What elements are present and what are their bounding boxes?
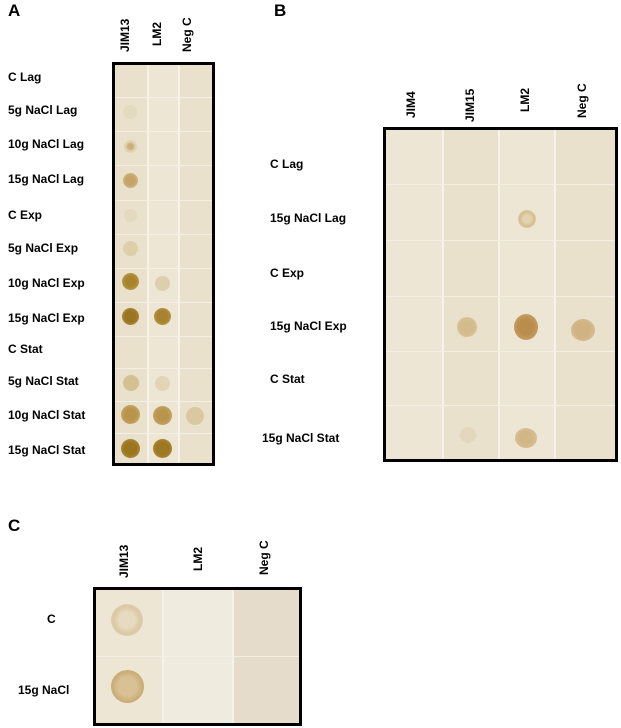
panel-a-row-label: 5g NaCl Stat — [8, 374, 79, 388]
panel-b-col-label-lm2: LM2 — [518, 88, 532, 112]
panel-a-row-label: 5g NaCl Lag — [8, 103, 78, 117]
dot-spot — [154, 308, 171, 325]
panel-b-row-label: C Lag — [270, 157, 304, 171]
dot-spot — [111, 604, 143, 636]
panel-a-row-label: 5g NaCl Exp — [8, 241, 79, 255]
dot-spot — [121, 439, 140, 458]
panel-a-row-label: 15g NaCl Lag — [8, 172, 85, 186]
dot-spot — [571, 319, 595, 341]
dot-spot — [124, 209, 137, 222]
panel-a-row-label: C Exp — [8, 208, 43, 222]
panel-c-col-label-lm2: LM2 — [191, 547, 205, 571]
panel-c-col-label-jim13: JIM13 — [117, 544, 131, 578]
dot-spot — [153, 406, 172, 425]
dot-spot — [514, 314, 538, 340]
panel-b-membrane — [383, 127, 618, 462]
panel-a-row-label: 15g NaCl Exp — [8, 311, 85, 325]
dot-spot — [122, 308, 139, 325]
panel-b-row-label: 15g NaCl Stat — [262, 431, 340, 445]
panel-c-col-label-negc: Neg C — [257, 540, 271, 575]
dot-spot — [123, 375, 139, 391]
panel-a-col-label-lm2: LM2 — [150, 22, 164, 46]
panel-b-letter: B — [274, 1, 287, 20]
panel-b-col-label-negc: Neg C — [575, 83, 589, 118]
panel-a-col-label-negc: Neg C — [180, 17, 194, 52]
panel-b-col-label-jim4: JIM4 — [404, 91, 418, 118]
panel-a-row-label: 15g NaCl Stat — [8, 443, 86, 457]
dot-spot — [123, 241, 138, 256]
panel-c-row-label: C — [47, 612, 56, 626]
panel-b-col-label-jim15: JIM15 — [463, 88, 477, 122]
panel-a-row-label: C Lag — [8, 70, 42, 84]
panel-a-row-label: 10g NaCl Exp — [8, 276, 85, 290]
panel-b-row-label: 15g NaCl Lag — [270, 211, 347, 225]
dot-spot — [123, 105, 137, 119]
dot-spot — [460, 427, 476, 443]
panel-b-row-label: 15g NaCl Exp — [270, 319, 347, 333]
dot-spot — [121, 405, 140, 424]
dot-spot — [155, 376, 170, 391]
panel-a-letter: A — [8, 1, 21, 20]
panel-a-col-label-jim13: JIM13 — [118, 18, 132, 52]
panel-b-row-label: C Stat — [270, 372, 305, 386]
panel-a-row-label: 10g NaCl Stat — [8, 408, 86, 422]
panel-a-membrane — [112, 62, 215, 466]
dot-spot — [515, 428, 537, 448]
panel-c-membrane — [93, 587, 302, 726]
dot-spot — [122, 273, 139, 290]
panel-b-row-label: C Exp — [270, 266, 305, 280]
dot-spot — [457, 317, 477, 337]
dot-spot — [123, 173, 138, 188]
dot-spot — [518, 210, 536, 228]
dot-spot — [124, 140, 137, 153]
panel-a-row-label: 10g NaCl Lag — [8, 137, 85, 151]
dot-spot — [153, 439, 172, 458]
dot-spot — [111, 670, 144, 703]
dot-spot — [155, 276, 170, 291]
panel-c-row-label: 15g NaCl — [18, 683, 70, 697]
panel-a-row-label: C Stat — [8, 342, 43, 356]
panel-c-letter: C — [8, 516, 21, 535]
dot-spot — [186, 407, 204, 425]
